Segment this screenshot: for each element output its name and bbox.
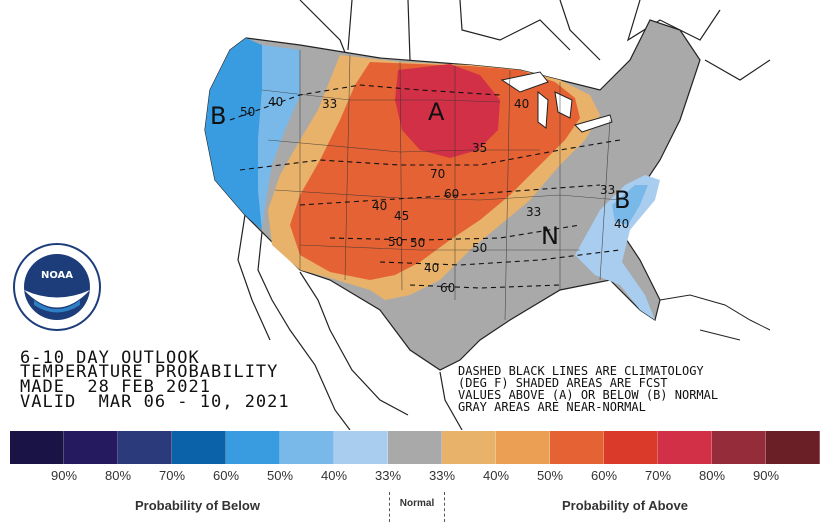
legend-swatch <box>604 431 658 464</box>
noaa-logo-text: NOAA <box>41 270 73 281</box>
climatology-lines <box>229 84 621 289</box>
outlook-title-line2: TEMPERATURE PROBABILITY <box>20 362 279 382</box>
outlook-title-line1: 6-10 DAY OUTLOOK <box>20 348 200 368</box>
contour-label: 50 <box>410 236 425 250</box>
contour-label: 40 <box>514 97 529 111</box>
legend-swatch <box>766 431 820 464</box>
contour-label: 40 <box>614 217 629 231</box>
contour-label: 33 <box>526 205 541 219</box>
contour-label: 60 <box>444 187 459 201</box>
legend-swatch <box>280 431 334 464</box>
contour-label: 35 <box>472 141 487 155</box>
legend-tick-label: 70% <box>644 468 672 483</box>
legend-swatch <box>712 431 766 464</box>
note-line1: DASHED BLACK LINES ARE CLIMATOLOGY <box>458 364 704 378</box>
legend-tick-label: 40% <box>320 468 348 483</box>
letter-below-west: B <box>210 102 226 130</box>
caribbean-islands <box>659 294 771 341</box>
legend-below-caption: Probability of Below <box>135 498 260 513</box>
contour-label: 50 <box>472 241 487 255</box>
legend-tick-label: 60% <box>590 468 618 483</box>
outlook-made-date: MADE 28 FEB 2021 <box>20 377 211 397</box>
legend-above-caption: Probability of Above <box>562 498 688 513</box>
legend-tick-label: 80% <box>104 468 132 483</box>
note-line2: (DEG F) SHADED AREAS ARE FCST <box>458 376 668 390</box>
legend-tick-label: 80% <box>698 468 726 483</box>
canada-borders <box>299 0 771 81</box>
legend-swatch <box>226 431 280 464</box>
region-above-60 <box>290 62 580 280</box>
contour-label: 33 <box>322 97 337 111</box>
legend-swatch <box>64 431 118 464</box>
legend-normal-caption: Normal <box>399 498 435 509</box>
legend-swatch <box>550 431 604 464</box>
noaa-logo: NOAA <box>13 243 101 331</box>
note-line3: VALUES ABOVE (A) OR BELOW (B) NORMAL <box>458 388 719 402</box>
legend-ticks: 90% 80% 70% 60% 50% 40% 33% 33% 40% 50% 60% 70% 80% 9… <box>10 468 820 486</box>
contour-label: 40 <box>372 199 387 213</box>
legend-swatch <box>10 431 64 464</box>
legend-tick-label: 50% <box>536 468 564 483</box>
contour-label: 40 <box>424 261 439 275</box>
region-below-southeast-inner <box>612 185 648 225</box>
letter-below-southeast: B <box>614 186 630 214</box>
state-lines <box>261 50 621 321</box>
contour-label: 33 <box>600 183 615 197</box>
region-below-west-mid <box>258 45 300 230</box>
legend-swatch <box>442 431 496 464</box>
legend-swatch <box>388 431 442 464</box>
legend-tick-label: 70% <box>158 468 186 483</box>
great-lakes <box>500 71 613 133</box>
letter-normal-southeast: N <box>541 222 559 250</box>
legend-tick-label: 33% <box>428 468 456 483</box>
region-below-southeast <box>575 175 660 320</box>
contour-label: 40 <box>268 95 283 109</box>
legend-normal-box: Normal <box>389 492 445 522</box>
outlook-map: B B A N 50 40 33 35 70 60 40 45 50 50 40… <box>13 0 771 430</box>
contour-label: 60 <box>440 281 455 295</box>
contour-label: 50 <box>240 105 255 119</box>
region-above-70 <box>395 64 500 158</box>
legend-swatch <box>118 431 172 464</box>
letter-above-center: A <box>428 98 445 126</box>
legend-tick-label: 40% <box>482 468 510 483</box>
legend-tick-label: 90% <box>50 468 78 483</box>
region-below-west <box>205 38 262 230</box>
outlook-valid-dates: VALID MAR 06 - 10, 2021 <box>20 392 290 412</box>
contour-label: 45 <box>394 209 409 223</box>
contour-label: 50 <box>388 235 403 249</box>
legend-swatch <box>658 431 712 464</box>
legend-tick-label: 90% <box>752 468 780 483</box>
legend-tick-label: 50% <box>266 468 294 483</box>
note-line4: GRAY AREAS ARE NEAR-NORMAL <box>458 400 646 414</box>
legend-color-bar <box>10 431 820 464</box>
mexico-outline <box>237 214 463 430</box>
legend-tick-label: 60% <box>212 468 240 483</box>
legend-tick-label: 33% <box>374 468 402 483</box>
legend-swatch <box>172 431 226 464</box>
legend-swatch <box>334 431 388 464</box>
legend-swatch <box>496 431 550 464</box>
contour-label: 70 <box>430 167 445 181</box>
